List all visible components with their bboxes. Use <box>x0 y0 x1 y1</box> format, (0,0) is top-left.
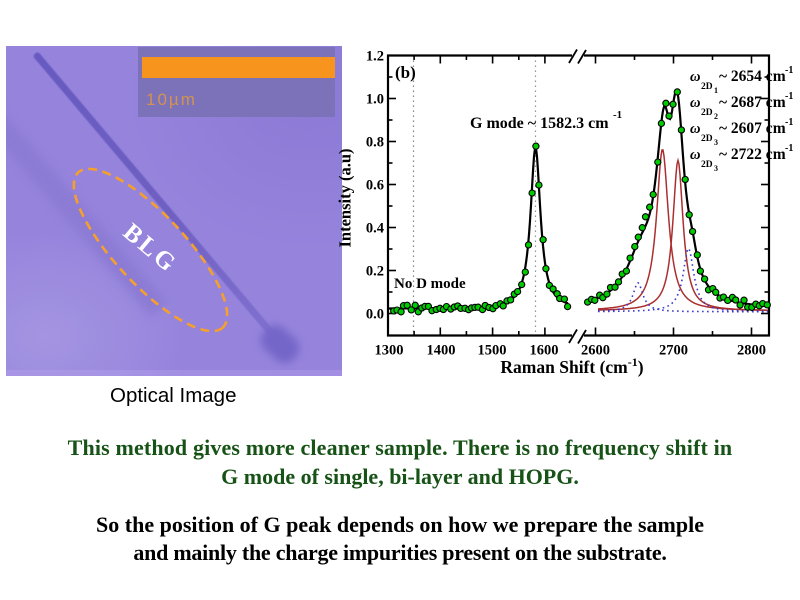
svg-text:2: 2 <box>714 112 718 121</box>
svg-text:~ 2722 cm: ~ 2722 cm <box>719 146 786 163</box>
svg-text:1.0: 1.0 <box>366 92 384 108</box>
svg-text:~ 2607 cm: ~ 2607 cm <box>719 120 786 137</box>
svg-text:2D: 2D <box>701 160 713 170</box>
svg-text:ω: ω <box>690 147 701 163</box>
svg-text:(b): (b) <box>395 63 416 82</box>
svg-text:2700: 2700 <box>659 343 688 359</box>
svg-text:-1: -1 <box>785 65 793 76</box>
svg-text:1.2: 1.2 <box>366 49 384 65</box>
svg-text:No D mode: No D mode <box>394 276 466 292</box>
svg-text:1300: 1300 <box>375 343 404 359</box>
svg-text:2D: 2D <box>701 108 713 118</box>
svg-text:ω: ω <box>690 95 701 111</box>
svg-text:0.6: 0.6 <box>366 178 384 194</box>
svg-text:2600: 2600 <box>581 343 610 359</box>
svg-text:1400: 1400 <box>427 343 456 359</box>
svg-text:-1: -1 <box>785 143 793 154</box>
svg-text:2D: 2D <box>701 134 713 144</box>
svg-text:-1: -1 <box>785 117 793 128</box>
svg-text:-1: -1 <box>785 91 793 102</box>
svg-text:G mode ~ 1582.3 cm: G mode ~ 1582.3 cm <box>470 115 609 132</box>
svg-text:-1: -1 <box>613 109 622 121</box>
svg-text:0.2: 0.2 <box>366 264 384 280</box>
svg-text:ω: ω <box>690 69 701 85</box>
svg-text:1: 1 <box>714 86 718 95</box>
svg-text:1500: 1500 <box>478 343 507 359</box>
svg-text:~ 2654 cm: ~ 2654 cm <box>719 68 786 85</box>
svg-text:0.8: 0.8 <box>366 135 384 151</box>
svg-text:3: 3 <box>714 164 718 173</box>
svg-text:ω: ω <box>690 121 701 137</box>
svg-text:2800: 2800 <box>737 343 766 359</box>
svg-text:2D: 2D <box>701 82 713 92</box>
svg-text:Intensity (a.u): Intensity (a.u) <box>336 148 355 247</box>
svg-text:Raman Shift (cm-1): Raman Shift (cm-1) <box>500 355 643 377</box>
svg-text:0.0: 0.0 <box>366 307 384 323</box>
svg-text:3: 3 <box>714 138 718 147</box>
svg-text:0.4: 0.4 <box>366 221 384 237</box>
svg-text:~ 2687 cm: ~ 2687 cm <box>719 94 786 111</box>
svg-text:1600: 1600 <box>530 343 559 359</box>
